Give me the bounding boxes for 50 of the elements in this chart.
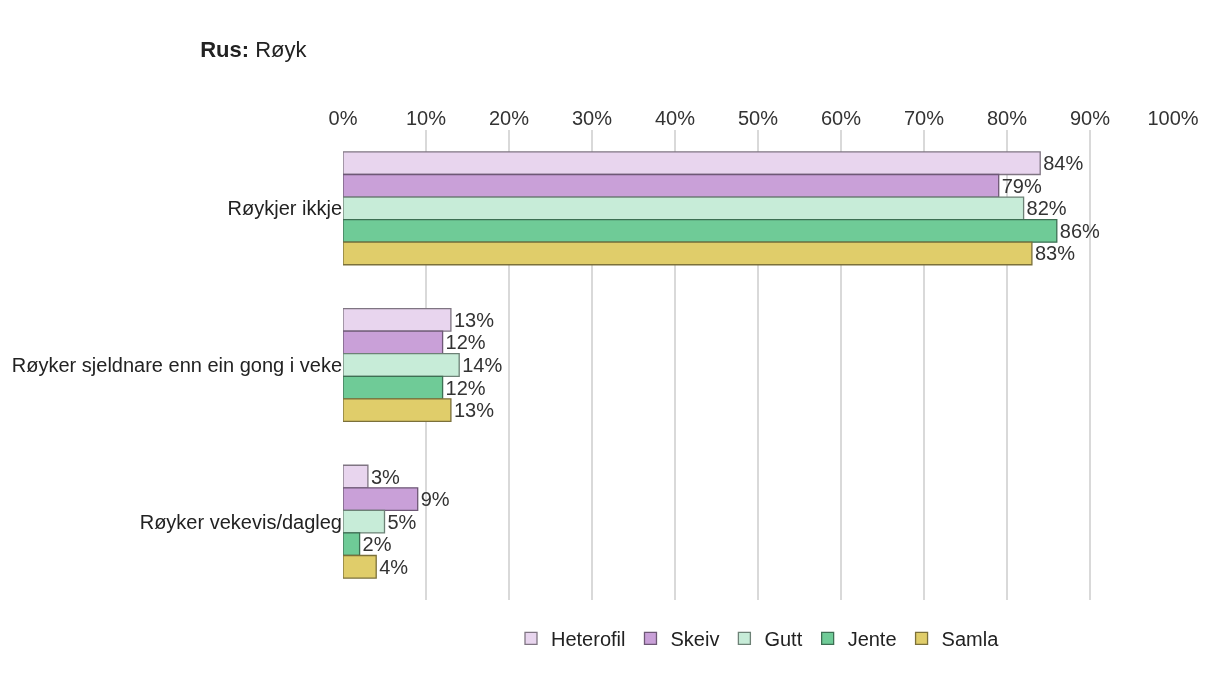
x-tick-label: 40% (654, 107, 696, 129)
data-label: 9% (420, 488, 450, 511)
legend-label: Skeiv (670, 628, 720, 651)
data-label: 86% (1059, 219, 1101, 242)
y-tick-label: Røykjer ikkje (227, 197, 342, 220)
legend-label: Gutt (764, 628, 803, 651)
x-tick-label: 20% (488, 107, 530, 129)
bar (343, 173, 1000, 198)
chart-title: Rus: Røyk (200, 36, 308, 62)
x-tick-label: 0% (328, 107, 358, 129)
data-label: 13% (453, 308, 495, 331)
x-tick-label: 90% (1069, 107, 1111, 129)
data-label: 5% (387, 510, 417, 533)
data-label: 14% (462, 354, 503, 376)
data-label: 82% (1026, 197, 1067, 220)
bar (343, 464, 369, 489)
data-label: 84% (1043, 152, 1084, 175)
bar (343, 509, 386, 534)
x-tick-label: 60% (820, 107, 862, 129)
bar (343, 375, 444, 400)
data-label: 13% (453, 399, 495, 422)
data-label: 79% (1001, 174, 1042, 197)
bar (343, 196, 1025, 221)
bar (343, 554, 377, 579)
y-tick-label: Røyker vekevis/dagleg (139, 510, 342, 533)
data-label: 3% (370, 465, 401, 488)
x-tick-label: 100% (1147, 107, 1199, 129)
bar (343, 151, 1041, 176)
bar (343, 487, 419, 512)
x-tick-label: 50% (737, 107, 779, 129)
bar (343, 241, 1033, 266)
x-tick-label: 30% (571, 107, 613, 129)
data-label: 83% (1034, 242, 1076, 265)
x-tick-label: 80% (986, 107, 1028, 129)
legend-label: Heterofil (551, 628, 626, 651)
legend-label: Jente (847, 628, 897, 651)
bar (343, 330, 444, 355)
x-tick-label: 10% (405, 107, 447, 129)
bar (343, 398, 452, 423)
data-label: 4% (379, 555, 409, 578)
legend-label: Samla (941, 628, 1000, 651)
x-tick-label: 70% (903, 107, 945, 129)
bar (343, 307, 452, 332)
data-label: 2% (362, 533, 392, 556)
data-label: 12% (445, 376, 486, 399)
bar (343, 353, 460, 377)
y-tick-label: Røyker sjeldnare enn ein gong i veke (11, 354, 342, 376)
bar (343, 532, 361, 557)
bar (343, 218, 1058, 243)
data-label: 12% (445, 331, 486, 354)
